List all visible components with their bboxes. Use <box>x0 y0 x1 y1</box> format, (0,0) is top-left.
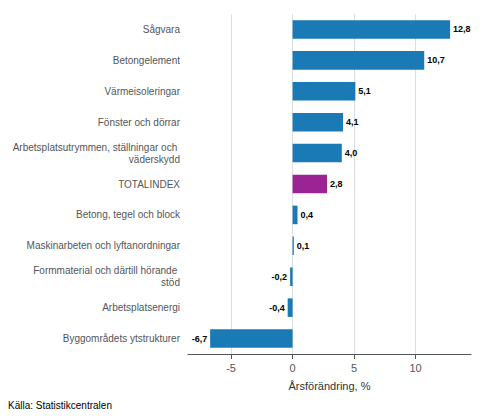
svg-text:Årsförändring, %: Årsförändring, % <box>289 380 371 392</box>
svg-text:stöd: stöd <box>161 277 180 288</box>
svg-text:TOTALINDEX: TOTALINDEX <box>118 179 180 190</box>
svg-text:-0,2: -0,2 <box>272 272 288 282</box>
svg-text:4,0: 4,0 <box>345 148 358 158</box>
svg-text:5: 5 <box>351 362 357 374</box>
svg-text:Sågvara: Sågvara <box>143 24 181 35</box>
svg-text:Formmaterial och därtill höran: Formmaterial och därtill hörande <box>33 265 180 276</box>
svg-text:2,8: 2,8 <box>330 179 343 189</box>
svg-text:0,4: 0,4 <box>301 210 314 220</box>
svg-text:Arbetsplatsenergi: Arbetsplatsenergi <box>102 302 180 313</box>
svg-text:Betongelement: Betongelement <box>113 55 180 66</box>
svg-text:0,1: 0,1 <box>297 241 310 251</box>
svg-text:Fönster och dörrar: Fönster och dörrar <box>98 117 181 128</box>
svg-text:4,1: 4,1 <box>346 117 359 127</box>
svg-text:Betong, tegel och block: Betong, tegel och block <box>76 209 181 220</box>
svg-text:-0,4: -0,4 <box>269 303 285 313</box>
svg-text:5,1: 5,1 <box>358 86 371 96</box>
svg-text:-5: -5 <box>226 362 236 374</box>
svg-text:Värmeisoleringar: Värmeisoleringar <box>104 86 180 97</box>
svg-text:Arbetsplatsutrymmen, ställning: Arbetsplatsutrymmen, ställningar och <box>13 142 180 153</box>
svg-text:Maskinarbeten och lyftanordnin: Maskinarbeten och lyftanordningar <box>27 240 181 251</box>
svg-text:10,7: 10,7 <box>427 55 445 65</box>
svg-text:12,8: 12,8 <box>453 24 471 34</box>
svg-text:10: 10 <box>410 362 422 374</box>
svg-text:väderskydd: väderskydd <box>129 154 180 165</box>
svg-text:Källa: Statistikcentralen: Källa: Statistikcentralen <box>8 400 112 411</box>
svg-text:0: 0 <box>290 362 296 374</box>
svg-text:-6,7: -6,7 <box>192 334 208 344</box>
svg-text:Byggområdets ytstrukturer: Byggområdets ytstrukturer <box>63 333 181 344</box>
